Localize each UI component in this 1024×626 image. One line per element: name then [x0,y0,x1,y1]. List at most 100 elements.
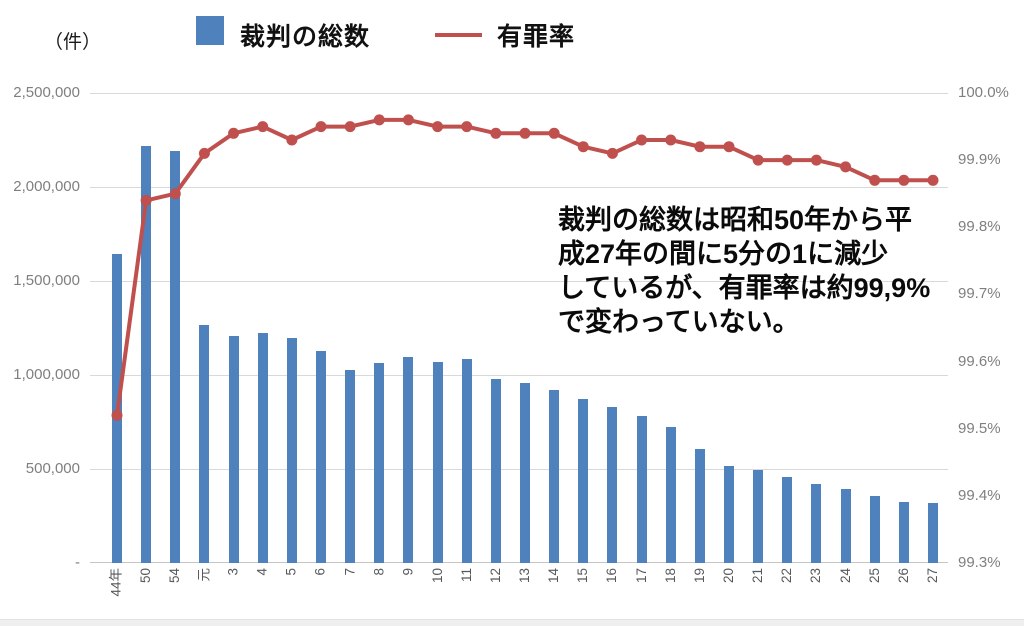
legend-bar-swatch-icon [196,16,224,45]
bar-18 [665,426,676,563]
line-point-54 [169,188,181,200]
bar-8 [374,362,385,563]
line-point-25 [869,174,881,186]
bar-14 [549,390,560,563]
bar-12 [490,378,501,563]
x-axis-label-16: 16 [604,568,620,584]
bar-19 [694,449,705,563]
x-axis-label-54: 54 [167,568,183,584]
x-axis-label-26: 26 [895,568,911,584]
x-axis-label-17: 17 [633,568,649,584]
gridline [90,375,948,376]
x-axis-label-9: 9 [400,568,416,576]
x-axis-label-4: 4 [254,568,270,576]
line-point-8 [373,114,385,126]
x-axis-line [90,562,948,563]
legend-bar-label: 裁判の総数 [240,23,371,51]
x-axis-label-19: 19 [691,568,707,584]
line-point-44年 [111,409,123,421]
right-axis-label: 99.6% [958,352,1001,370]
bar-22 [782,476,793,563]
right-axis-label: 99.4% [958,486,1001,504]
x-axis-label-25: 25 [866,568,882,584]
bar-21 [753,469,764,563]
legend-line-label: 有罪率 [497,23,576,51]
line-point-9 [402,114,414,126]
bar-54 [170,151,181,563]
gridline [90,187,948,188]
bar-23 [811,484,822,563]
x-axis-label-44年: 44年 [109,568,124,597]
x-axis-label-21: 21 [750,568,766,584]
gridline [90,93,948,94]
line-point-13 [519,127,531,139]
x-axis-label-27: 27 [925,568,940,584]
line-point-17 [636,134,648,146]
left-axis-label: 500,000 [25,460,80,477]
bar-50 [141,145,152,563]
left-axis-label: 1,500,000 [13,272,80,289]
annotation-line: 裁判の総数は昭和50年から平 [558,205,913,235]
line-point-11 [461,121,473,133]
annotation-text-box: 裁判の総数は昭和50年から平 成27年の間に5分の1に減少 しているが、有罪率は… [558,203,960,339]
line-point-元 [198,147,210,159]
line-point-12 [490,127,502,139]
line-point-21 [752,154,764,166]
line-point-18 [665,134,677,146]
gridline [90,469,948,470]
line-point-3 [228,127,240,139]
conviction-rate-line [111,114,939,421]
right-axis-label: 99.8% [958,218,1001,236]
bar-6 [316,350,326,563]
right-axis-label: 99.7% [958,285,1001,303]
bar-11 [461,359,472,563]
legend-line-swatch-icon [435,33,482,37]
bar-4 [257,332,268,563]
x-axis-label-14: 14 [546,568,562,584]
x-axis-label-20: 20 [721,568,736,584]
line-point-4 [257,121,269,133]
bar-24 [840,488,851,563]
bar-17 [636,416,647,563]
left-axis-label: 2,000,000 [13,178,80,195]
x-axis-label-元: 元 [196,568,212,582]
right-axis-label: 99.3% [958,554,1001,571]
x-axis-label-18: 18 [662,568,678,584]
annotation-line: しているが、有罪率は約99,9% [558,273,931,303]
line-point-5 [286,134,298,146]
bar-9 [403,357,414,563]
line-point-22 [781,154,793,166]
bar-20 [724,466,734,563]
right-axis-label: 99.5% [958,419,1001,437]
line-point-19 [694,141,706,153]
x-axis-label-3: 3 [225,568,241,576]
bar-7 [345,370,356,563]
x-axis-label-50: 50 [138,568,154,584]
bar-10 [432,361,443,563]
bar-5 [286,338,297,563]
left-axis-label: 2,500,000 [13,84,80,101]
x-axis-label-24: 24 [837,568,853,584]
left-axis-label: 1,000,000 [13,366,80,383]
x-axis-label-6: 6 [313,568,328,576]
bar-25 [869,496,880,563]
right-axis-label: 100.0% [958,84,1009,101]
x-axis-label-12: 12 [487,568,503,584]
plot-area [90,93,948,563]
bar-15 [578,398,589,563]
bar-3 [228,336,239,563]
x-axis-label-13: 13 [517,568,532,584]
line-point-27 [927,174,939,186]
line-point-16 [606,147,618,159]
bar-13 [520,382,530,563]
x-axis-label-15: 15 [575,568,591,584]
x-axis-label-22: 22 [779,568,795,584]
line-point-20 [723,141,735,153]
x-axis-label-8: 8 [371,568,387,576]
left-axis-unit-label: （件） [44,32,102,53]
x-axis-label-23: 23 [808,568,824,584]
bar-16 [607,406,618,563]
line-point-10 [432,121,444,133]
line-point-24 [840,161,852,173]
